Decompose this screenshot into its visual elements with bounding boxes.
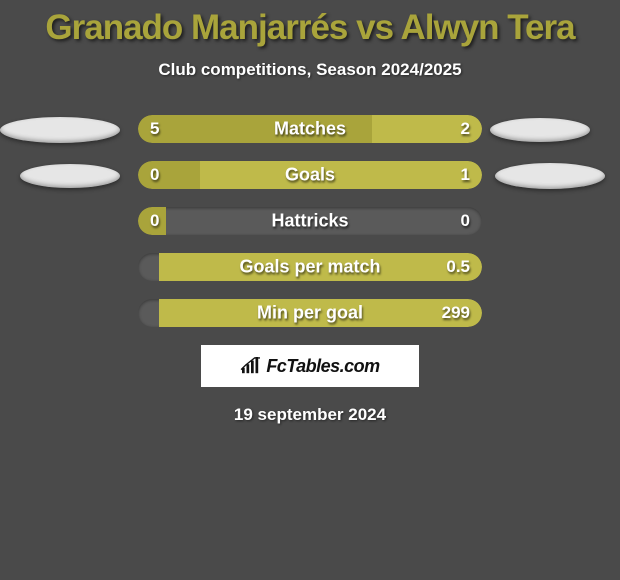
stat-value-left: 0 [150,211,159,231]
stat-bar: 0 Hattricks 0 [138,207,482,235]
chart-icon [240,357,262,375]
comparison-title: Granado Manjarrés vs Alwyn Tera [0,0,620,48]
stat-row: Goals per match 0.5 [0,253,620,283]
stat-label: Goals [285,165,335,186]
stat-bar: 5 Matches 2 [138,115,482,143]
brand-box[interactable]: FcTables.com [201,345,419,387]
brand-label: FcTables.com [266,356,379,377]
stat-value-right: 1 [461,165,470,185]
stat-value-right: 299 [442,303,470,323]
player-right-ellipse [495,163,605,189]
comparison-subtitle: Club competitions, Season 2024/2025 [0,60,620,80]
stat-row: 0 Hattricks 0 [0,207,620,237]
stat-row: Min per goal 299 [0,299,620,329]
stat-label: Min per goal [257,303,363,324]
stat-value-right: 2 [461,119,470,139]
stat-row: 5 Matches 2 [0,115,620,145]
stat-bar-left [138,161,200,189]
stat-label: Goals per match [239,257,380,278]
stat-bar: Min per goal 299 [138,299,482,327]
player-right-ellipse [490,118,590,142]
date-label: 19 september 2024 [0,405,620,425]
stat-bar-right [200,161,482,189]
stat-label: Hattricks [271,211,348,232]
player-left-ellipse [0,117,120,143]
player-left-ellipse [20,164,120,188]
stat-value-left: 0 [150,165,159,185]
stat-value-right: 0 [461,211,470,231]
stat-bar: Goals per match 0.5 [138,253,482,281]
stat-value-right: 0.5 [446,257,470,277]
stat-bar: 0 Goals 1 [138,161,482,189]
comparison-chart: 5 Matches 2 0 Goals 1 0 Hattricks 0 Goals per mat… [0,115,620,329]
stat-row: 0 Goals 1 [0,161,620,191]
stat-label: Matches [274,119,346,140]
stat-value-left: 5 [150,119,159,139]
